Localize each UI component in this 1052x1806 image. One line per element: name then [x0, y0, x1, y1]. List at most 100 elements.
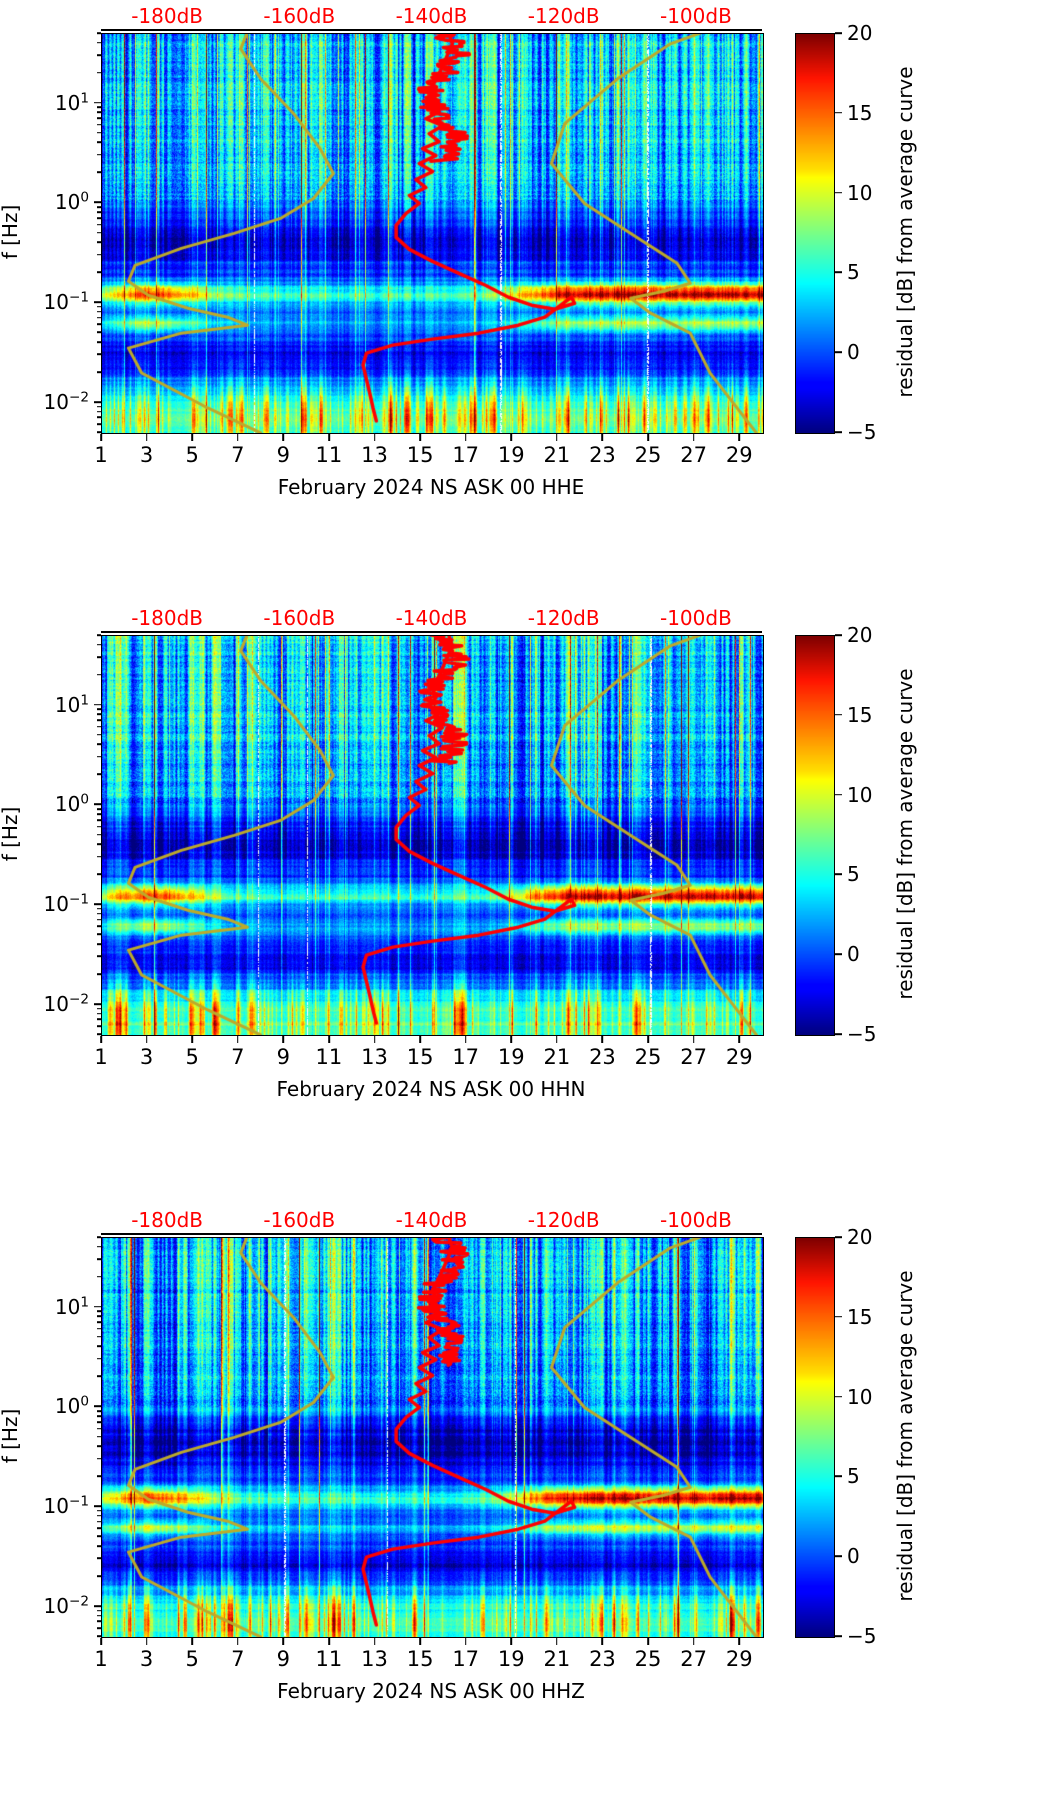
y-axis-tick-label: 10−1 — [43, 891, 90, 917]
x-axis-tick-label: 23 — [589, 443, 616, 467]
colorbar-canvas — [796, 636, 834, 1035]
x-axis-tick-label: 25 — [634, 1045, 662, 1069]
y-axis-minor-tick — [97, 311, 101, 313]
x-axis-tick-label: 11 — [315, 443, 343, 467]
y-axis-minor-tick — [97, 154, 101, 156]
y-axis-minor-tick — [97, 405, 101, 408]
y-axis-minor-tick — [97, 111, 101, 114]
y-axis-minor-tick — [97, 925, 101, 928]
y-axis-minor-tick — [97, 1410, 101, 1412]
y-axis-minor-tick — [97, 756, 101, 758]
y-axis-minor-tick — [97, 825, 101, 828]
y-axis-tick — [94, 101, 101, 104]
x-axis-tick — [282, 1638, 285, 1645]
x-axis-tick-label: 27 — [680, 1647, 707, 1671]
colorbar-tick — [835, 713, 842, 716]
x-axis-tick-label: 9 — [276, 1647, 291, 1671]
x-axis-tick-label: 1 — [94, 1647, 108, 1671]
y-axis-minor-tick — [97, 41, 101, 44]
colorbar-tick — [835, 1635, 842, 1637]
x-axis-tick — [419, 434, 421, 441]
db-axis-tick-label: -180dB — [131, 1208, 203, 1232]
y-axis-minor-tick — [97, 341, 101, 343]
x-axis-tick-label: 29 — [725, 1045, 753, 1069]
colorbar-tick-label: 15 — [847, 1304, 873, 1329]
db-axis-tick-label: -120dB — [527, 4, 600, 28]
y-axis-minor-tick — [97, 141, 101, 144]
colorbar — [795, 1237, 835, 1638]
spectrogram-plot[interactable] — [101, 635, 764, 1036]
colorbar-tick-label: 0 — [847, 942, 860, 967]
x-axis-tick — [328, 1036, 330, 1043]
x-axis-tick — [647, 1036, 649, 1043]
y-axis-minor-tick — [97, 1535, 101, 1538]
x-axis-tick-label: 17 — [452, 1045, 480, 1069]
x-axis-tick — [464, 434, 467, 441]
y-axis-minor-tick — [97, 305, 101, 308]
x-axis-tick — [191, 434, 193, 441]
y-axis-minor-tick — [97, 1509, 101, 1512]
x-axis-tick — [692, 434, 695, 441]
x-axis-tick-label: 27 — [680, 1045, 707, 1069]
x-axis-tick — [373, 434, 376, 441]
y-axis-minor-tick — [97, 973, 101, 975]
y-axis-minor-tick — [97, 1321, 101, 1323]
y-axis-minor-tick — [97, 713, 101, 716]
x-axis-tick — [464, 1638, 467, 1645]
x-axis-tick-label: 29 — [725, 1647, 753, 1671]
x-axis-tick — [282, 434, 285, 441]
y-axis-minor-tick — [97, 1258, 101, 1260]
colorbar-tick — [835, 1033, 842, 1035]
colorbar-label: residual [dB] from average curve — [893, 66, 917, 398]
y-axis-tick — [94, 401, 101, 403]
colorbar-tick-label: 10 — [847, 180, 873, 205]
x-axis-tick-label: 23 — [589, 1647, 616, 1671]
y-axis-minor-tick — [97, 1520, 101, 1523]
x-axis-tick — [328, 434, 330, 441]
x-axis-tick — [510, 1036, 513, 1043]
y-axis-minor-tick — [97, 1575, 101, 1577]
y-axis-minor-tick — [97, 1557, 101, 1560]
x-axis-tick-label: 27 — [680, 443, 707, 467]
x-axis-tick-label: 9 — [276, 1045, 291, 1069]
colorbar — [795, 635, 835, 1036]
x-axis-tick — [100, 1638, 102, 1645]
x-axis-tick — [601, 1036, 604, 1043]
colorbar-tick — [835, 32, 842, 34]
y-axis-minor-tick — [97, 733, 101, 736]
x-axis-tick — [738, 1036, 740, 1043]
y-axis-minor-tick — [97, 206, 101, 208]
x-axis-tick-label: 3 — [139, 1647, 154, 1671]
x-axis-tick — [510, 1638, 513, 1645]
spectrogram-plot[interactable] — [101, 33, 764, 434]
colorbar-tick — [835, 111, 842, 114]
y-axis-minor-tick — [97, 773, 101, 776]
panel-hhe: -180dB -160dB -140dB -120dB -100dB f [Hz] Fe… — [0, 0, 1052, 602]
y-axis-minor-tick — [97, 873, 101, 875]
spectrogram-plot[interactable] — [101, 1237, 764, 1638]
y-axis-minor-tick — [97, 918, 101, 921]
x-axis-tick — [692, 1638, 695, 1645]
y-axis-tick-label: 101 — [54, 1294, 89, 1319]
db-axis-tick-label: -140dB — [395, 606, 468, 630]
y-axis-tick-label: 10−2 — [43, 389, 90, 414]
y-axis-tick — [94, 1305, 101, 1308]
y-axis-minor-tick — [97, 131, 101, 134]
x-axis-tick — [145, 1036, 148, 1043]
y-axis-minor-tick — [97, 1345, 101, 1348]
x-axis-tick — [647, 434, 649, 441]
x-axis-tick-label: 17 — [452, 1647, 480, 1671]
x-axis-tick-label: 7 — [231, 1647, 245, 1671]
y-axis-minor-tick — [97, 813, 101, 815]
x-axis-tick — [145, 434, 148, 441]
y-axis-minor-tick — [97, 124, 101, 126]
y-axis-tick-label: 10−1 — [43, 289, 90, 315]
y-axis-tick — [94, 1505, 101, 1508]
colorbar-tick-label: 15 — [847, 100, 873, 125]
x-axis-tick — [419, 1638, 421, 1645]
y-axis-minor-tick — [97, 1025, 101, 1027]
y-axis-tick — [94, 803, 101, 806]
y-axis-minor-tick — [97, 1375, 101, 1378]
y-axis-minor-tick — [97, 819, 101, 821]
x-axis-tick — [738, 1638, 740, 1645]
